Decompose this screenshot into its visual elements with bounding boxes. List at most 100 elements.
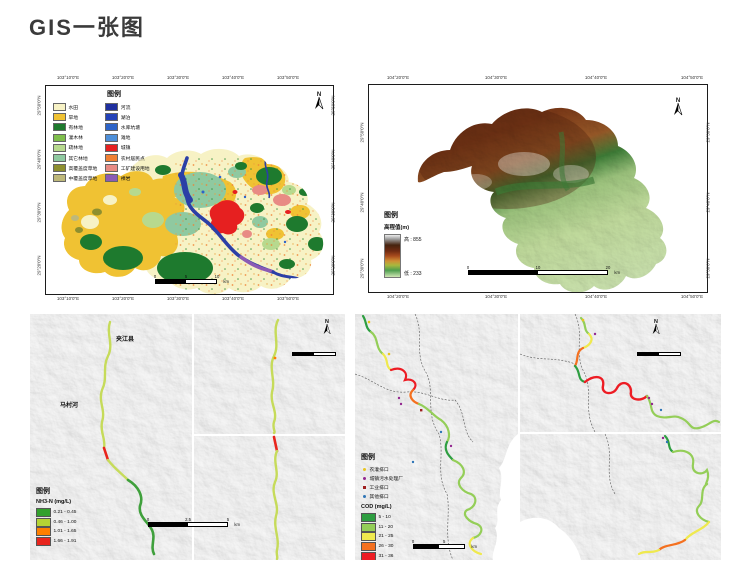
- legend-swatch: [105, 154, 119, 163]
- coordinate-label: 29°20'0"N: [330, 255, 336, 276]
- coordinate-label: 103°30'0"E: [166, 296, 190, 301]
- svg-text:N: N: [325, 319, 329, 325]
- elevation-low-label: 低 : 233: [404, 271, 422, 277]
- ramp-title: 高程值(m): [384, 225, 410, 231]
- legend-swatch: [36, 527, 51, 537]
- cod-legend: 图例 农灌排口 城镇污水处理厂 工业排口 其他排口 COD (mg/L) 5 -…: [361, 452, 471, 560]
- inset-scale-bar: [637, 352, 681, 357]
- coordinate-label: 29°50'0"N: [330, 95, 336, 116]
- coordinate-label: 104°20'0"E: [386, 294, 410, 299]
- legend-swatch: [53, 143, 66, 152]
- legend-item: 工矿建设用地: [105, 163, 150, 173]
- point-symbol: [362, 495, 366, 498]
- legend-swatch: [105, 164, 119, 173]
- legend-swatch: [53, 164, 66, 173]
- legend-item: 有林地: [53, 122, 97, 132]
- landuse-map-panel[interactable]: 103°10'0"E 103°20'0"E 103°30'0"E 103°40'…: [35, 72, 340, 305]
- coordinate-label: 103°20'0"E: [111, 296, 135, 301]
- legend-swatch: [105, 113, 119, 122]
- svg-text:N: N: [654, 319, 658, 325]
- legend-title: 图例: [384, 212, 398, 219]
- legend-item: 高覆盖度草地: [53, 163, 97, 173]
- legend-swatch: [36, 517, 51, 527]
- county-label: 夹江县: [116, 337, 135, 343]
- landuse-legend: 图例 水田 旱地 有林地 灌木林 疏林地 其它林地 高覆盖度草地 中覆盖度草地 …: [53, 89, 175, 184]
- legend-swatch: [105, 123, 119, 132]
- legend-item: 21 - 25: [361, 532, 471, 542]
- legend-item: 其它林地: [53, 153, 97, 163]
- coordinate-label: 29°20'0"N: [36, 255, 42, 276]
- legend-swatch: [361, 513, 376, 523]
- legend-item: 工业排口: [361, 483, 471, 492]
- coordinate-label: 104°30'0"E: [484, 75, 508, 80]
- coordinate-label: 103°30'0"E: [166, 75, 190, 80]
- legend-swatch: [36, 508, 51, 518]
- point-symbol: [362, 468, 366, 471]
- legend-title: 图例: [107, 91, 121, 98]
- legend-item: 旱地: [53, 112, 97, 122]
- legend-item: 1.66 - 1.91: [36, 537, 136, 547]
- cod-map-image: [355, 314, 721, 560]
- legend-item: 水库坑塘: [105, 122, 149, 132]
- scale-bar: 0 10 20 km: [466, 264, 620, 276]
- coordinate-label: 103°20'0"E: [111, 75, 135, 80]
- legend-swatch: [53, 113, 66, 122]
- coordinate-label: 29°50'0"N: [36, 95, 42, 116]
- legend-title: 图例: [36, 488, 50, 495]
- legend-swatch: [53, 123, 66, 132]
- legend-item: 1.01 - 1.65: [36, 527, 136, 537]
- nh3n-map-image: [30, 314, 345, 560]
- elevation-ramp: [384, 234, 401, 278]
- coordinate-label: 29°50'0"N: [705, 122, 711, 143]
- coordinate-label: 103°40'0"E: [221, 296, 245, 301]
- coordinate-label: 29°40'0"N: [330, 149, 336, 170]
- nh3n-legend: 图例 NH3-N (mg/L) 0.21 - 0.45 0.46 - 1.00 …: [36, 486, 136, 547]
- coordinate-label: 29°50'0"N: [359, 122, 365, 143]
- legend-swatch: [361, 542, 376, 552]
- scale-bar: 0 5 10 km: [153, 273, 229, 285]
- legend-item: 裸岩: [105, 173, 149, 183]
- dem-legend: 图例 高程值(m) 高 : 855 低 : 233: [384, 210, 474, 278]
- coordinate-label: 103°10'0"E: [56, 75, 80, 80]
- coordinate-label: 104°30'0"E: [484, 294, 508, 299]
- dem-map-image: [417, 107, 667, 293]
- coordinate-label: 104°50'0"E: [680, 294, 704, 299]
- legend-title: 图例: [361, 454, 375, 461]
- legend-swatch: [361, 532, 376, 542]
- legend-swatch: [105, 103, 119, 112]
- coordinate-label: 29°30'0"N: [36, 202, 42, 223]
- legend-item: 其他排口: [361, 492, 471, 501]
- legend-item: 疏林地: [53, 143, 97, 153]
- coordinate-label: 29°30'0"N: [705, 258, 711, 279]
- coordinate-label: 29°30'0"N: [359, 258, 365, 279]
- legend-item: 灌木林: [53, 133, 97, 143]
- dem-map-panel[interactable]: 104°20'0"E 104°30'0"E 104°40'0"E 104°50'…: [356, 72, 720, 305]
- coordinate-label: 29°40'0"N: [359, 192, 365, 213]
- cod-map-panel[interactable]: 图例 农灌排口 城镇污水处理厂 工业排口 其他排口 COD (mg/L) 5 -…: [355, 314, 721, 560]
- legend-swatch: [105, 174, 119, 183]
- coordinate-label: 104°50'0"E: [680, 75, 704, 80]
- coordinate-label: 29°30'0"N: [330, 202, 336, 223]
- coordinate-label: 29°40'0"N: [705, 192, 711, 213]
- legend-item: 0.21 - 0.45: [36, 508, 136, 518]
- svg-text:N: N: [676, 98, 680, 104]
- page-title: GIS一张图: [29, 15, 145, 40]
- legend-item: 农灌排口: [361, 465, 471, 474]
- legend-item: 26 - 30: [361, 542, 471, 552]
- coordinate-label: 104°40'0"E: [584, 75, 608, 80]
- param-title: COD (mg/L): [361, 504, 392, 510]
- scale-bar: 0 5 km: [411, 538, 477, 550]
- river-label: 马村河: [60, 403, 79, 409]
- nh3n-map-panel[interactable]: 夹江县 马村河 图例 NH3-N (mg/L) 0.21 - 0.45 0.46…: [30, 314, 345, 560]
- legend-swatch: [36, 537, 51, 547]
- legend-item: 河流: [105, 102, 149, 112]
- coordinate-label: 103°50'0"E: [276, 296, 300, 301]
- legend-swatch: [53, 133, 66, 142]
- legend-swatch: [361, 522, 376, 532]
- legend-item: 5 - 10: [361, 513, 471, 523]
- legend-swatch: [53, 154, 66, 163]
- coordinate-label: 103°40'0"E: [221, 75, 245, 80]
- legend-item: 滩地: [105, 133, 149, 143]
- coordinate-label: 104°20'0"E: [386, 75, 410, 80]
